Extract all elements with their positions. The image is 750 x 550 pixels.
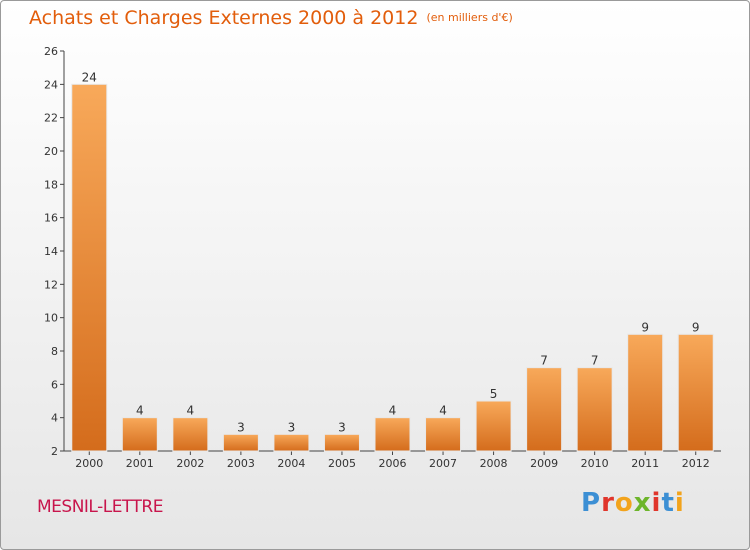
y-tick-label: 6 bbox=[51, 378, 58, 391]
x-tick-label: 2005 bbox=[328, 457, 356, 470]
x-tick-label: 2002 bbox=[176, 457, 204, 470]
logo-letter: P bbox=[581, 488, 602, 518]
chart-title: Achats et Charges Externes 2000 à 2012 (e… bbox=[29, 7, 513, 29]
x-tick-label: 2008 bbox=[480, 457, 508, 470]
y-tick-label: 8 bbox=[51, 345, 58, 358]
x-tick-label: 2003 bbox=[227, 457, 255, 470]
bar-2004 bbox=[273, 433, 310, 452]
bar-2012 bbox=[677, 333, 714, 452]
x-tick-label: 2006 bbox=[379, 457, 407, 470]
y-tick-label: 20 bbox=[44, 145, 58, 158]
x-tick-label: 2000 bbox=[75, 457, 103, 470]
bar-2010 bbox=[576, 367, 613, 452]
bar-value-label: 4 bbox=[439, 404, 447, 418]
bar-value-label: 4 bbox=[136, 404, 144, 418]
bar-value-label: 3 bbox=[338, 420, 346, 434]
bar-value-label: 3 bbox=[288, 420, 296, 434]
bar-value-label: 7 bbox=[540, 354, 548, 368]
x-tick-label: 2011 bbox=[631, 457, 659, 470]
proxiti-logo: Proxiti bbox=[581, 488, 685, 518]
logo-letter: i bbox=[651, 488, 662, 518]
chart-title-text: Achats et Charges Externes 2000 à 2012 bbox=[29, 7, 419, 29]
bar-2006 bbox=[374, 417, 411, 452]
logo-letter: i bbox=[674, 488, 685, 518]
x-tick-label: 2004 bbox=[277, 457, 305, 470]
y-tick-label: 10 bbox=[44, 312, 58, 325]
bar-2008 bbox=[475, 400, 512, 452]
y-tick-label: 12 bbox=[44, 278, 58, 291]
x-tick-label: 2007 bbox=[429, 457, 457, 470]
bar-value-label: 9 bbox=[692, 320, 700, 334]
y-tick-label: 2 bbox=[51, 445, 58, 458]
chart-unit-subtitle: (en milliers d'€) bbox=[426, 11, 513, 24]
chart-bars bbox=[71, 83, 714, 452]
x-tick-label: 2012 bbox=[682, 457, 710, 470]
y-tick-label: 16 bbox=[44, 212, 58, 225]
logo-letter: r bbox=[601, 488, 615, 518]
commune-name: MESNIL-LETTRE bbox=[37, 497, 163, 517]
bar-value-label: 4 bbox=[389, 404, 397, 418]
bar-value-label: 4 bbox=[187, 404, 195, 418]
y-tick-label: 22 bbox=[44, 112, 58, 125]
bar-2009 bbox=[526, 367, 563, 452]
x-tick-label: 2009 bbox=[530, 457, 558, 470]
y-tick-label: 26 bbox=[44, 45, 58, 58]
bar-value-label: 9 bbox=[641, 320, 649, 334]
bar-2007 bbox=[425, 417, 462, 452]
y-tick-label: 24 bbox=[44, 78, 58, 91]
y-tick-label: 18 bbox=[44, 178, 58, 191]
bar-2003 bbox=[222, 433, 259, 452]
x-tick-label: 2001 bbox=[126, 457, 154, 470]
x-tick-label: 2010 bbox=[581, 457, 609, 470]
logo-letter: t bbox=[661, 488, 675, 518]
y-tick-label: 14 bbox=[44, 245, 58, 258]
bar-value-label: 24 bbox=[82, 70, 97, 84]
logo-letter: o bbox=[614, 488, 634, 518]
bar-value-label: 3 bbox=[237, 420, 245, 434]
chart-value-labels: 24 4 4 3 3 3 4 4 5 7 7 9 9 bbox=[82, 70, 700, 434]
bar-2000 bbox=[71, 83, 108, 452]
bar-2005 bbox=[323, 433, 360, 452]
bar-2011 bbox=[627, 333, 664, 452]
logo-letter: x bbox=[633, 488, 652, 518]
y-tick-label: 4 bbox=[51, 412, 58, 425]
bar-value-label: 7 bbox=[591, 354, 599, 368]
bar-2002 bbox=[172, 417, 209, 452]
bar-2001 bbox=[121, 417, 158, 452]
bar-value-label: 5 bbox=[490, 387, 498, 401]
